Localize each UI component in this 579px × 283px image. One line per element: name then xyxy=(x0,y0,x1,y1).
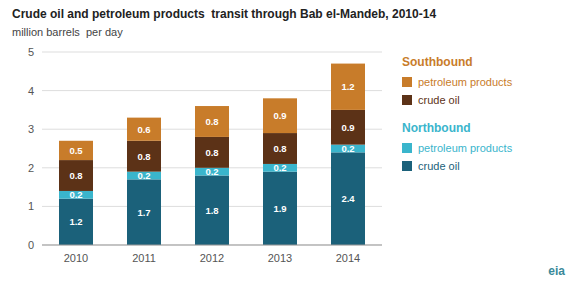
data-label: 0.8 xyxy=(69,170,82,181)
legend-entry: crude oil xyxy=(418,160,460,172)
x-tick-label: 2012 xyxy=(200,252,224,264)
y-tick-label: 4 xyxy=(28,85,34,97)
bar xyxy=(331,110,365,145)
bar xyxy=(127,141,161,172)
bar xyxy=(263,172,297,245)
data-label: 1.8 xyxy=(205,205,218,216)
data-label: 0.2 xyxy=(137,170,150,181)
legend-entry: petroleum products xyxy=(418,142,513,154)
grid-line xyxy=(42,52,382,53)
y-tick-label: 5 xyxy=(28,46,34,58)
bar xyxy=(195,176,229,245)
y-tick-label: 3 xyxy=(28,123,34,135)
legend-swatch xyxy=(402,77,412,87)
data-label: 0.8 xyxy=(205,116,218,127)
bar xyxy=(195,137,229,168)
bar xyxy=(59,141,93,160)
data-label: 1.2 xyxy=(69,216,82,227)
legend-swatch xyxy=(402,143,412,153)
legend-group: Southbound xyxy=(402,55,473,69)
y-tick-label: 1 xyxy=(28,200,34,212)
bar xyxy=(331,64,365,110)
legend-swatch xyxy=(402,95,412,105)
title: Crude oil and petroleum products transit… xyxy=(12,7,436,21)
data-label: 1.7 xyxy=(137,207,150,218)
bar xyxy=(127,179,161,245)
x-tick-label: 2011 xyxy=(132,252,156,264)
x-axis-line xyxy=(42,245,382,246)
bar xyxy=(127,118,161,141)
data-label: 0.2 xyxy=(341,143,354,154)
bars xyxy=(59,64,365,245)
data-label: 0.8 xyxy=(273,143,286,154)
y-tick-label: 0 xyxy=(28,239,34,251)
bar xyxy=(263,133,297,164)
data-label: 0.9 xyxy=(273,110,286,121)
x-tick-label: 2010 xyxy=(64,252,88,264)
x-tick-label: 2014 xyxy=(336,252,360,264)
legend-swatch xyxy=(402,161,412,171)
bar xyxy=(263,98,297,133)
data-label: 2.4 xyxy=(341,193,355,204)
grid xyxy=(42,52,382,245)
data-label: 0.2 xyxy=(205,166,218,177)
data-label: 1.2 xyxy=(341,81,354,92)
data-label: 0.8 xyxy=(205,147,218,158)
x-tick-label: 2013 xyxy=(268,252,292,264)
y-tick-label: 2 xyxy=(28,162,34,174)
chart: Crude oil and petroleum products transit… xyxy=(0,0,579,283)
legend-entry: crude oil xyxy=(418,94,460,106)
data-label: 0.2 xyxy=(273,162,286,173)
legend-group: Northbound xyxy=(402,121,471,135)
bar xyxy=(59,160,93,191)
data-label: 1.9 xyxy=(273,203,286,214)
data-labels: 1.2 1.7 1.8 1.9 2.4 0.2 0.2 0.2 0.2 0.2 0.8 0.8 0.8 0… xyxy=(69,81,355,227)
data-label: 0.9 xyxy=(341,122,354,133)
legend-entry: petroleum products xyxy=(418,76,513,88)
data-label: 0.2 xyxy=(69,189,82,200)
data-label: 0.8 xyxy=(137,151,150,162)
subtitle: million barrels per day xyxy=(12,26,123,38)
grid-line xyxy=(42,245,382,246)
bar xyxy=(331,152,365,245)
annotation: eia xyxy=(548,264,565,278)
legend: Southbound petroleum products crude oil Nor… xyxy=(402,55,513,172)
data-label: 0.5 xyxy=(69,145,83,156)
bar xyxy=(59,199,93,245)
data-label: 0.6 xyxy=(137,124,150,135)
bar xyxy=(195,106,229,137)
